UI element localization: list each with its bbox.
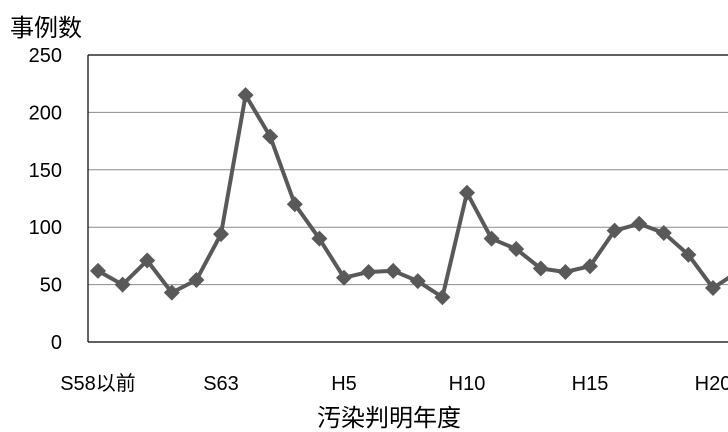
data-point-11 <box>360 263 377 280</box>
data-point-17 <box>508 241 525 258</box>
x-tick-label-20: H15 <box>572 373 609 395</box>
x-tick-label-5: S63 <box>203 373 239 395</box>
y-tick-label-200: 200 <box>29 102 62 124</box>
series-group <box>90 87 728 306</box>
data-point-22 <box>631 215 648 232</box>
data-point-10 <box>336 269 352 286</box>
y-tick-label-0: 0 <box>51 332 62 354</box>
data-point-19 <box>557 263 574 280</box>
data-point-20 <box>582 258 598 275</box>
data-point-5 <box>213 226 229 243</box>
x-axis-ticks: S58以前 S63 H5 H10 H15 H20 <box>60 372 728 395</box>
data-point-7 <box>262 128 279 145</box>
x-tick-label-10: H5 <box>331 373 357 395</box>
data-point-21 <box>606 222 623 239</box>
data-point-14 <box>434 289 451 306</box>
data-point-24 <box>680 246 697 263</box>
data-point-16 <box>483 230 500 247</box>
x-tick-label-0: S58以前 <box>60 372 136 395</box>
y-axis-ticks: 0 50 100 150 200 250 <box>29 45 62 354</box>
data-point-13 <box>409 273 426 290</box>
data-point-0 <box>90 262 106 279</box>
data-point-2 <box>139 252 156 269</box>
data-point-18 <box>532 260 549 277</box>
data-point-4 <box>188 272 205 289</box>
data-point-12 <box>385 262 402 279</box>
x-axis-title: 汚染判明年度 <box>317 404 461 432</box>
y-tick-label-250: 250 <box>29 45 62 67</box>
data-point-15 <box>459 184 475 201</box>
y-axis-title: 事例数 <box>10 14 82 42</box>
data-point-3 <box>163 284 180 301</box>
series-line-0 <box>97 93 728 300</box>
data-point-1 <box>114 276 131 293</box>
y-tick-label-150: 150 <box>29 160 62 182</box>
data-point-8 <box>286 196 303 213</box>
grid-lines <box>87 54 728 343</box>
y-tick-label-100: 100 <box>29 217 62 239</box>
data-point-25 <box>705 280 721 297</box>
data-point-9 <box>311 230 328 247</box>
y-tick-label-50: 50 <box>40 275 62 297</box>
data-point-23 <box>655 224 672 241</box>
data-point-6 <box>237 87 254 104</box>
x-tick-label-15: H10 <box>449 373 486 395</box>
x-tick-label-25: H20 <box>695 373 728 395</box>
